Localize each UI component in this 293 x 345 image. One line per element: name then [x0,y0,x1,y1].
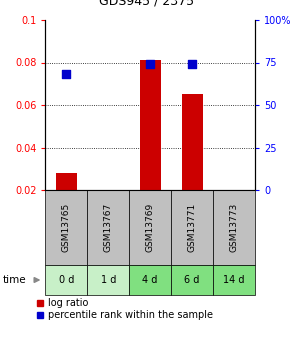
Bar [182,95,202,190]
Text: GSM13767: GSM13767 [104,203,113,252]
Point [190,61,195,67]
Text: GSM13769: GSM13769 [146,203,155,252]
Text: GSM13771: GSM13771 [188,203,197,252]
Bar [87,190,129,265]
Bar [129,265,171,295]
Text: 4 d: 4 d [142,275,158,285]
Text: log ratio: log ratio [48,297,89,307]
Text: 14 d: 14 d [223,275,245,285]
Text: GSM13773: GSM13773 [229,203,239,252]
Bar [87,265,129,295]
Bar [171,265,213,295]
Text: GDS945 / 2375: GDS945 / 2375 [99,0,194,8]
Text: 6 d: 6 d [184,275,200,285]
Bar [213,190,255,265]
Text: percentile rank within the sample: percentile rank within the sample [48,310,213,320]
Point [64,72,69,77]
Text: time: time [3,275,27,285]
Point [148,61,152,67]
Bar [213,265,255,295]
Bar [140,60,161,190]
Bar [45,190,87,265]
Text: GSM13765: GSM13765 [62,203,71,252]
Bar [129,190,171,265]
Bar [45,265,87,295]
Bar [56,173,77,190]
Text: 1 d: 1 d [100,275,116,285]
Bar [171,190,213,265]
Text: 0 d: 0 d [59,275,74,285]
